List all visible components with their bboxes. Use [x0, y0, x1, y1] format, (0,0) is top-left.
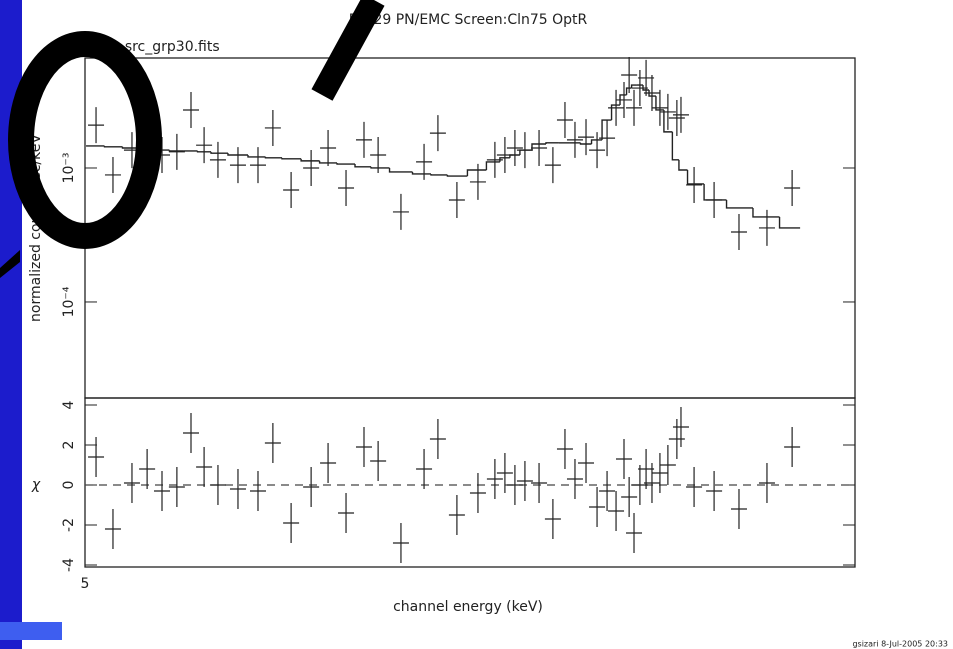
y-tick-label: 10⁻⁴ — [61, 286, 77, 317]
y-tick-label: 4 — [61, 400, 77, 409]
plot-sheet — [22, 0, 953, 649]
y-tick-label: 2 — [61, 441, 77, 450]
x-label: channel energy (keV) — [393, 599, 543, 615]
model-step — [105, 146, 123, 147]
x-tick-label: 5 — [81, 576, 90, 592]
chart-title: EI−29 PN/EMC Screen:Cln75 OptR — [349, 12, 588, 28]
y-tick-label: 0 — [61, 481, 77, 490]
overlay-wedge — [0, 250, 20, 278]
slide-band — [0, 622, 62, 640]
chi-label: χ — [31, 477, 41, 493]
slide: EI−29 PN/EMC Screen:Cln75 OptR 29_src_gr… — [0, 0, 953, 649]
y-tick-label: 10⁻³ — [61, 153, 77, 184]
footer: gsizari 8-Jul-2005 20:33 — [852, 640, 948, 649]
y-tick-label: -2 — [61, 518, 77, 532]
page: {"chart_data": {"type": "scatter", "titl… — [0, 0, 953, 649]
y-tick-label: -4 — [61, 558, 77, 572]
